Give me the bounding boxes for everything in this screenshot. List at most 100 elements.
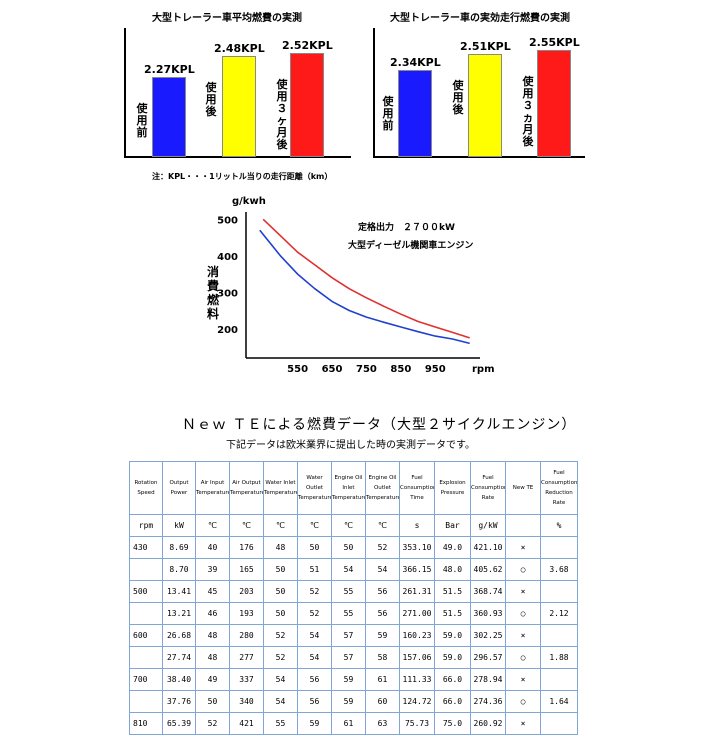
table-cell: 405.62: [470, 558, 506, 581]
table-header-cell: Engine Oil Outlet Temperature: [365, 461, 400, 515]
table-cell: 50: [297, 536, 332, 559]
table-cell: 500: [129, 580, 163, 603]
table-cell: 2.12: [540, 602, 578, 625]
table-cell: 421.10: [470, 536, 506, 559]
table-cell: 51.5: [434, 602, 471, 625]
left-chart-bar-3: [290, 53, 324, 157]
left-chart-axes: [124, 28, 351, 158]
table-row: 27.74 48 277 52 54 57 58 157.06 59.0 296.57 ○ 1.88: [129, 646, 578, 669]
y-axis-label-char: 消: [207, 264, 219, 279]
table-cell: 40: [195, 536, 230, 559]
table-cell: 59: [365, 624, 400, 647]
table-heading: Ｎｅｗ ＴＥによる燃費データ（大型２サイクルエンジン）: [182, 417, 577, 433]
table-cell: 203: [229, 580, 264, 603]
table-cell: 52: [297, 580, 332, 603]
table-header-cell: Fuel Consumption Rate: [470, 461, 506, 515]
table-cell: 52: [263, 646, 298, 669]
table-cell: 430: [129, 536, 163, 559]
table-cell: 13.21: [162, 602, 196, 625]
table-cell: 1.64: [540, 690, 578, 713]
table-cell: 700: [129, 668, 163, 691]
table-cell: 810: [129, 712, 163, 735]
table-cell: 51.5: [434, 580, 471, 603]
table-cell: 56: [365, 580, 400, 603]
table-cell: 27.74: [162, 646, 196, 669]
table-unit-cell: ℃: [365, 514, 400, 537]
x-unit-label: rpm: [472, 364, 495, 375]
table-cell: 8.69: [162, 536, 196, 559]
table-cell: 59.0: [434, 646, 471, 669]
table-cell: 54: [297, 624, 332, 647]
chart-annotation-2: 大型ディーゼル機関車エンジン: [348, 239, 473, 251]
table-cell: ×: [505, 668, 541, 691]
table-header-cell: Air Input Temperature: [195, 461, 230, 515]
table-cell: 66.0: [434, 690, 471, 713]
table-row: 500 13.41 45 203 50 52 55 56 261.31 51.5 368.74 ×: [129, 580, 578, 603]
table-cell: ○: [505, 602, 541, 625]
table-cell: 66.0: [434, 668, 471, 691]
table-cell: 56: [365, 602, 400, 625]
table-header-cell: Engine Oil Inlet Temperature: [331, 461, 366, 515]
table-cell: 296.57: [470, 646, 506, 669]
table-cell: ○: [505, 646, 541, 669]
table-unit-cell: Bar: [434, 514, 471, 537]
table-header-cell: Fuel Consumption Reduction Rate: [540, 461, 578, 515]
table-cell: 52: [365, 536, 400, 559]
table-cell: ×: [505, 580, 541, 603]
table-cell: 49: [195, 668, 230, 691]
table-cell: 54: [365, 558, 400, 581]
y-tick-label: 200: [217, 325, 238, 336]
table-cell: 38.40: [162, 668, 196, 691]
table-unit-cell: s: [399, 514, 435, 537]
table-cell: 58: [365, 646, 400, 669]
table-cell: 54: [263, 690, 298, 713]
table-cell: 57: [331, 646, 366, 669]
table-header-row: Rotation Speed Output Power Air Input Temp…: [129, 461, 578, 515]
table-cell: 271.00: [399, 602, 435, 625]
table-cell: 52: [195, 712, 230, 735]
left-chart-bar-value-2: 2.48KPL: [214, 42, 265, 55]
table-cell: 39: [195, 558, 230, 581]
table-cell: 55: [263, 712, 298, 735]
right-chart-bar-value-1: 2.34KPL: [390, 56, 441, 69]
table-cell: 54: [297, 646, 332, 669]
right-chart-bar-2: [468, 54, 502, 157]
table-cell: 360.93: [470, 602, 506, 625]
y-tick-label: 400: [217, 252, 238, 263]
left-chart-bar-category-2: 使用後: [205, 81, 217, 118]
y-axis-label-char: 費: [207, 278, 219, 293]
table-cell: 52: [263, 624, 298, 647]
table-cell: 52: [297, 602, 332, 625]
right-chart-title: 大型トレーラー車の実効走行燃費の実測: [390, 13, 570, 24]
table-cell: 193: [229, 602, 264, 625]
table-cell: 337: [229, 668, 264, 691]
left-chart-bar-value-1: 2.27KPL: [144, 63, 195, 76]
fuel-data-table: Rotation Speed Output Power Air Input Temp…: [129, 461, 578, 735]
table-row: 37.76 50 340 54 56 59 60 124.72 66.0 274.36 ○ 1.64: [129, 690, 578, 713]
table-header-cell: Water Outlet Temperature: [297, 461, 332, 515]
table-unit-cell: ℃: [297, 514, 332, 537]
table-cell: 50: [263, 580, 298, 603]
table-cell: 65.39: [162, 712, 196, 735]
table-cell: 54: [331, 558, 366, 581]
table-cell: 353.10: [399, 536, 435, 559]
table-row: 430 8.69 40 176 48 50 50 52 353.10 49.0 421.10 ×: [129, 536, 578, 559]
table-cell: [540, 624, 578, 647]
table-cell: ×: [505, 536, 541, 559]
table-row: 13.21 46 193 50 52 55 56 271.00 51.5 360.93 ○ 2.12: [129, 602, 578, 625]
table-cell: 157.06: [399, 646, 435, 669]
table-cell: 1.88: [540, 646, 578, 669]
table-cell: 421: [229, 712, 264, 735]
table-cell: 302.25: [470, 624, 506, 647]
table-cell: ×: [505, 624, 541, 647]
table-cell: 48: [263, 536, 298, 559]
table-cell: 55: [331, 602, 366, 625]
table-header-cell: New TE: [505, 461, 541, 515]
chart-annotation-1: 定格出力 ２７００kW: [357, 221, 455, 233]
table-cell: 45: [195, 580, 230, 603]
table-cell: 63: [365, 712, 400, 735]
table-cell: 13.41: [162, 580, 196, 603]
table-cell: ○: [505, 558, 541, 581]
